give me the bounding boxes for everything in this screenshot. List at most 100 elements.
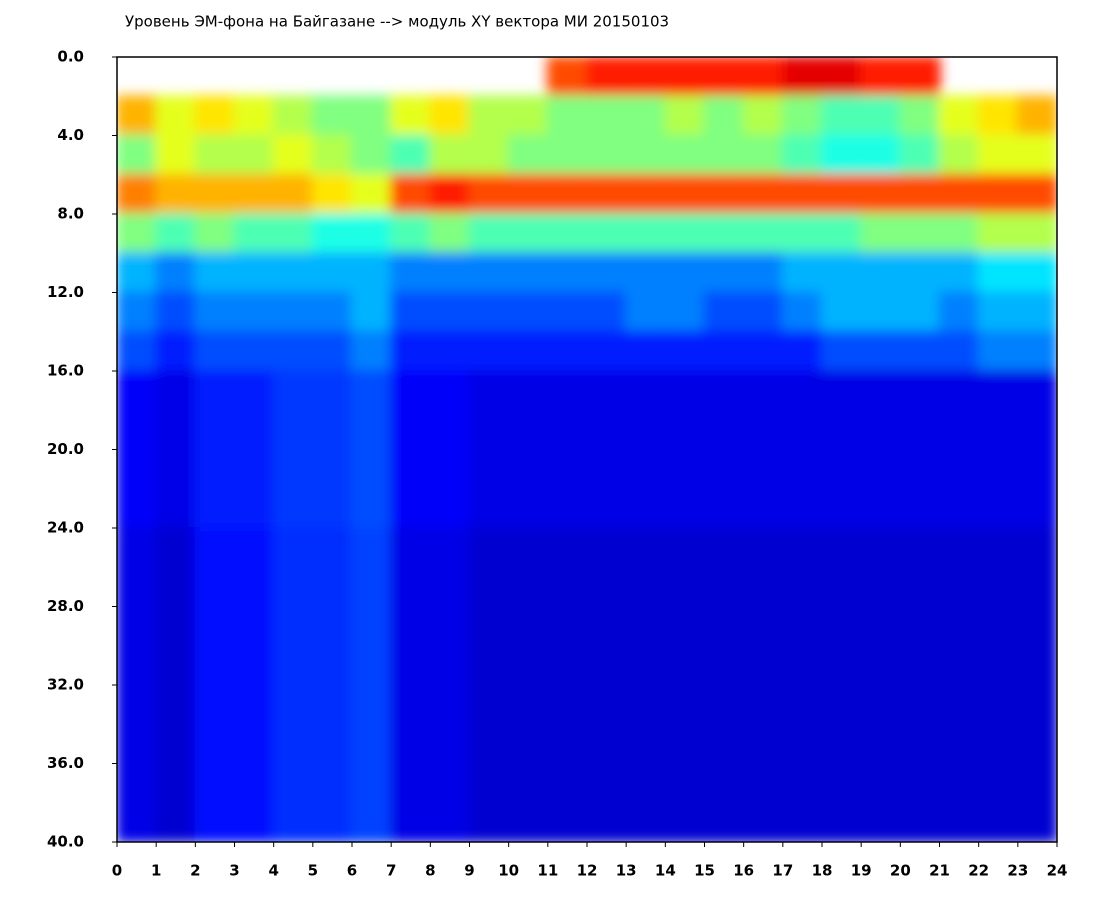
heat-cell xyxy=(155,644,197,686)
heat-cell xyxy=(703,213,745,255)
heat-cell xyxy=(351,330,393,372)
heat-cell xyxy=(625,684,667,726)
heat-cell xyxy=(311,330,353,372)
heat-cell xyxy=(468,95,510,137)
heat-cell xyxy=(664,448,706,490)
heat-cell xyxy=(390,684,432,726)
heat-cell xyxy=(664,213,706,255)
y-tick-label: 0.0 xyxy=(57,48,84,66)
heat-cell xyxy=(860,213,902,255)
heat-cell xyxy=(429,762,471,804)
heat-cell xyxy=(1016,134,1057,176)
heat-cell xyxy=(977,487,1019,529)
x-tick-label: 23 xyxy=(1007,862,1028,880)
heat-cell xyxy=(155,684,197,726)
heat-cell xyxy=(938,448,980,490)
heat-cell xyxy=(311,134,353,176)
heat-cell xyxy=(899,762,941,804)
heat-cell xyxy=(938,252,980,294)
heat-cell xyxy=(311,605,353,647)
heat-cell xyxy=(429,801,471,842)
heat-cell xyxy=(742,95,784,137)
heat-cell xyxy=(155,173,197,215)
heat-cell xyxy=(390,605,432,647)
heat-cell xyxy=(781,644,823,686)
heat-cell xyxy=(664,605,706,647)
heat-cell xyxy=(977,448,1019,490)
heat-cell xyxy=(586,762,628,804)
heat-cell xyxy=(351,527,393,569)
heat-cell xyxy=(977,762,1019,804)
heat-cell xyxy=(117,370,158,412)
heat-cell xyxy=(155,330,197,372)
x-tick-label: 0 xyxy=(112,862,122,880)
heat-cell xyxy=(546,527,588,569)
heat-cell xyxy=(117,527,158,569)
heat-cell xyxy=(625,801,667,842)
heat-cell xyxy=(938,801,980,842)
heat-cell xyxy=(938,566,980,608)
heat-cell xyxy=(507,723,549,765)
heat-cell xyxy=(860,370,902,412)
heat-cell xyxy=(586,801,628,842)
heat-cell xyxy=(742,173,784,215)
heat-cell xyxy=(1016,605,1057,647)
x-tick-label: 1 xyxy=(151,862,161,880)
heat-cell xyxy=(233,723,275,765)
heat-cell xyxy=(977,95,1019,137)
heat-cell xyxy=(351,252,393,294)
heat-cell xyxy=(194,801,236,842)
heat-cell xyxy=(311,448,353,490)
heat-cell xyxy=(625,644,667,686)
heat-cell xyxy=(625,330,667,372)
heat-cell xyxy=(429,684,471,726)
heat-cell xyxy=(742,527,784,569)
x-tick-label: 24 xyxy=(1047,862,1068,880)
heat-cell xyxy=(117,213,158,255)
heat-cell xyxy=(586,134,628,176)
heat-cell xyxy=(507,370,549,412)
heat-cell xyxy=(117,330,158,372)
heat-cell xyxy=(351,95,393,137)
heat-cell xyxy=(860,801,902,842)
heat-cell xyxy=(390,330,432,372)
heat-cell xyxy=(351,762,393,804)
heat-cell xyxy=(311,487,353,529)
heat-cell xyxy=(507,487,549,529)
heat-cell xyxy=(546,566,588,608)
heat-cell xyxy=(742,448,784,490)
heat-cell xyxy=(390,252,432,294)
heat-cell xyxy=(742,605,784,647)
x-tick-label: 6 xyxy=(347,862,357,880)
heat-cell xyxy=(742,566,784,608)
heat-cell xyxy=(194,605,236,647)
y-tick-label: 8.0 xyxy=(57,205,84,223)
heat-cell xyxy=(781,723,823,765)
heat-cell xyxy=(311,95,353,137)
heat-cell xyxy=(860,95,902,137)
heat-cell xyxy=(468,409,510,451)
heat-cell xyxy=(546,213,588,255)
heat-cell xyxy=(586,409,628,451)
heat-cell xyxy=(507,409,549,451)
heat-cell xyxy=(117,801,158,842)
heat-cell xyxy=(233,644,275,686)
heat-cell xyxy=(781,605,823,647)
heat-cell xyxy=(311,684,353,726)
heat-cell xyxy=(272,173,314,215)
heat-cell xyxy=(703,644,745,686)
heat-cell xyxy=(117,605,158,647)
y-tick-label: 40.0 xyxy=(47,833,84,851)
heat-cell xyxy=(781,291,823,333)
heat-cell xyxy=(390,95,432,137)
heat-cell xyxy=(821,527,863,569)
heat-cell xyxy=(938,291,980,333)
x-tick-label: 10 xyxy=(498,862,519,880)
heat-cell xyxy=(233,95,275,137)
heat-cell xyxy=(429,448,471,490)
heat-cell xyxy=(194,723,236,765)
heat-cell xyxy=(1016,448,1057,490)
heat-cell xyxy=(703,134,745,176)
heat-cell xyxy=(233,409,275,451)
heat-cell xyxy=(1016,723,1057,765)
